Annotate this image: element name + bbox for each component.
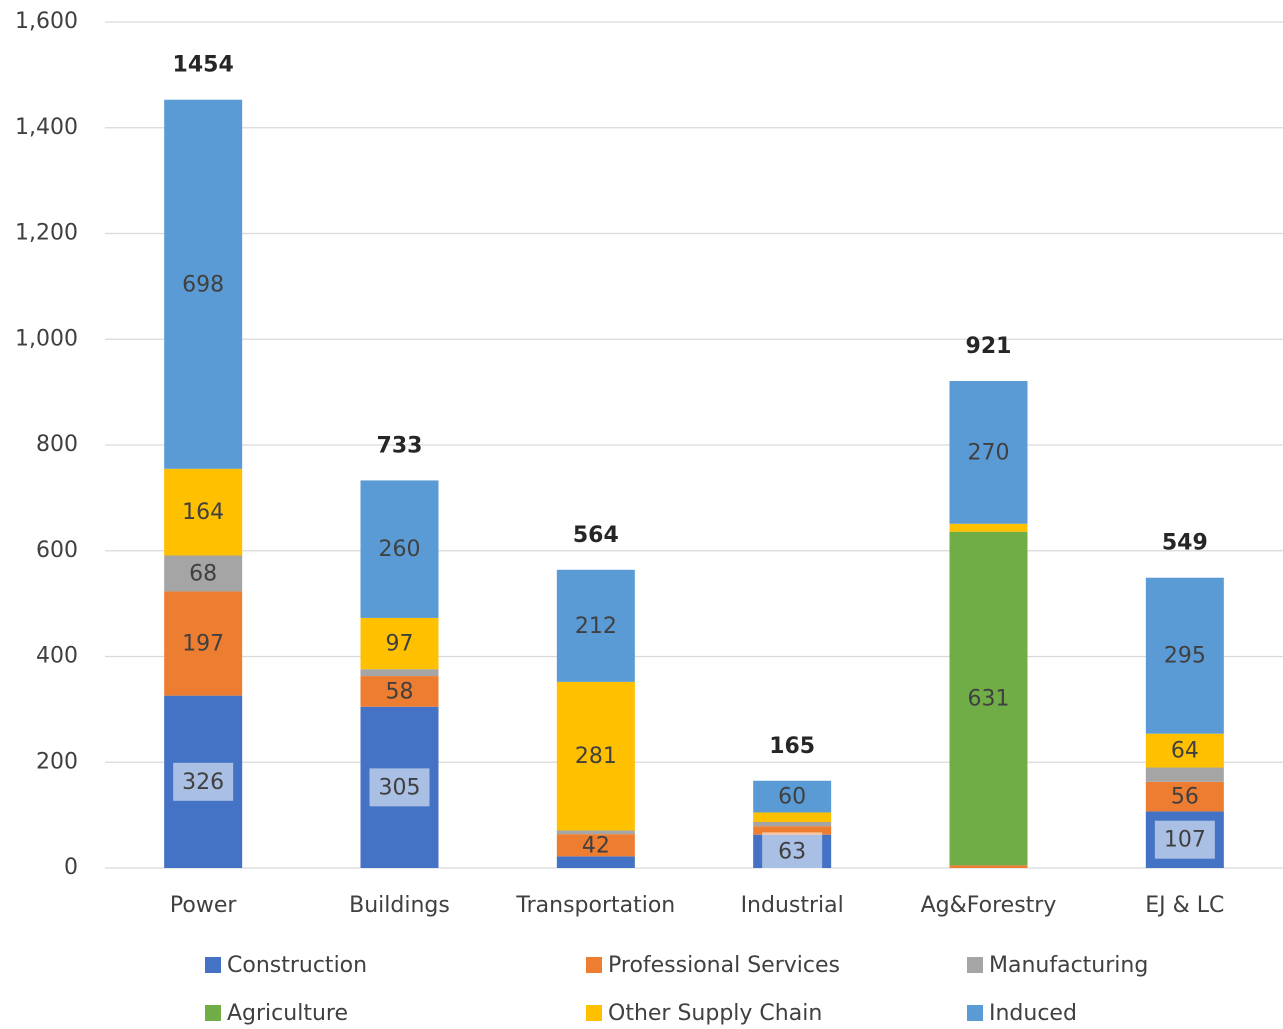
bar-segment: [753, 826, 832, 835]
legend-label: Agriculture: [227, 1001, 348, 1026]
bar-segment: [1145, 733, 1224, 768]
data-label: 295: [1164, 644, 1206, 669]
label-box: [762, 832, 823, 871]
data-label: 270: [968, 440, 1010, 465]
data-label: 60: [778, 785, 806, 810]
bar-segment: [164, 99, 243, 469]
legend-swatch: [967, 957, 983, 973]
bar-segment: [753, 812, 832, 822]
legend-label: Construction: [227, 953, 367, 978]
y-tick-label: 1,200: [15, 221, 78, 246]
x-tick-label: Industrial: [741, 893, 844, 918]
data-label: 326: [182, 770, 224, 795]
data-label: 64: [1171, 739, 1199, 764]
x-tick-label: Transportation: [515, 893, 675, 918]
total-label: 921: [966, 334, 1012, 359]
bar-segment: [360, 480, 439, 618]
y-tick-label: 400: [36, 644, 78, 669]
bar-segment: [949, 531, 1028, 866]
data-label: 107: [1164, 828, 1206, 853]
legend-swatch: [586, 957, 602, 973]
y-tick-label: 0: [64, 855, 78, 880]
data-label: 212: [575, 614, 617, 639]
data-label: 197: [182, 632, 224, 657]
data-label: 164: [182, 500, 224, 525]
x-tick-label: Ag&Forestry: [921, 893, 1057, 918]
bar-segment: [556, 856, 635, 868]
total-label: 549: [1162, 531, 1208, 556]
legend-label: Other Supply Chain: [608, 1001, 822, 1026]
y-tick-label: 1,400: [15, 115, 78, 140]
data-label: 281: [575, 744, 617, 769]
bar-segment: [753, 821, 832, 827]
y-tick-label: 1,000: [15, 326, 78, 351]
total-label: 165: [769, 734, 815, 759]
total-label: 733: [377, 433, 423, 458]
bar-segment: [949, 523, 1028, 532]
label-box: [1154, 820, 1215, 859]
total-label: 564: [573, 523, 619, 548]
data-label: 68: [189, 561, 217, 586]
label-box: [369, 768, 430, 807]
data-label: 260: [379, 537, 421, 562]
bar-segment: [949, 381, 1028, 524]
legend-swatch: [205, 957, 221, 973]
y-tick-label: 1,600: [15, 9, 78, 34]
bar-segment: [556, 569, 635, 682]
bar-segment: [556, 834, 635, 857]
x-tick-label: Power: [170, 893, 237, 918]
legend-label: Professional Services: [608, 953, 840, 978]
legend-swatch: [586, 1005, 602, 1021]
y-tick-label: 800: [36, 432, 78, 457]
bar-segment: [556, 681, 635, 831]
bar-segment: [949, 865, 1028, 868]
bar-segment: [164, 468, 243, 556]
x-tick-label: EJ & LC: [1145, 893, 1224, 918]
bar-segment: [164, 591, 243, 696]
data-label: 58: [386, 679, 414, 704]
bar-segment: [360, 669, 439, 677]
legend-label: Manufacturing: [989, 953, 1148, 978]
data-label: 305: [379, 775, 421, 800]
bar-segment: [164, 555, 243, 592]
bar-segment: [360, 676, 439, 707]
bar-segment: [1145, 577, 1224, 734]
data-label: 42: [582, 833, 610, 858]
data-label: 63: [778, 839, 806, 864]
y-tick-label: 600: [36, 538, 78, 563]
data-label: 631: [968, 687, 1010, 712]
legend-swatch: [967, 1005, 983, 1021]
bar-segment: [753, 780, 832, 813]
y-tick-label: 200: [36, 749, 78, 774]
bar-segment: [360, 617, 439, 670]
bar-segment: [1145, 767, 1224, 782]
legend-label: Induced: [989, 1001, 1077, 1026]
data-label: 97: [386, 632, 414, 657]
legend-swatch: [205, 1005, 221, 1021]
total-label: 1454: [173, 53, 234, 78]
label-box: [173, 762, 234, 801]
bar-segment: [556, 830, 635, 835]
data-label: 56: [1171, 785, 1199, 810]
data-label: 698: [182, 272, 224, 297]
bar-segment: [1145, 781, 1224, 812]
x-tick-label: Buildings: [349, 893, 450, 918]
